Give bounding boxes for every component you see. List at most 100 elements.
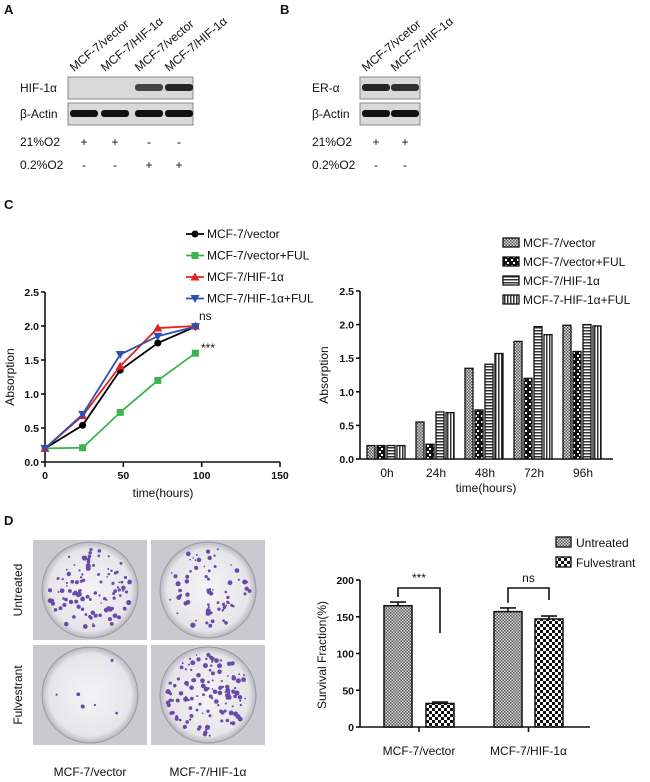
y-tick-label: 0.0	[339, 454, 354, 466]
colony	[79, 576, 83, 579]
colony	[107, 617, 113, 622]
colony	[80, 607, 85, 612]
colony	[200, 683, 206, 689]
data-point	[116, 408, 124, 416]
colony	[189, 685, 194, 691]
colony	[195, 554, 198, 556]
colony	[168, 681, 172, 685]
colony	[102, 596, 107, 601]
colony	[185, 592, 190, 597]
colony	[178, 691, 184, 696]
colony	[208, 588, 212, 591]
colony	[176, 612, 179, 615]
colony	[231, 689, 236, 694]
colony	[187, 663, 190, 666]
colony	[206, 652, 211, 658]
colony	[112, 592, 116, 596]
growth-bar-chart: 0.0 0.5 1.0 1.5 2.0 2.5 0h 24h 48h 72h 96h time(hou…	[317, 236, 631, 495]
colony	[198, 702, 202, 706]
colony	[184, 668, 187, 671]
data-point	[40, 444, 50, 453]
colony	[192, 557, 195, 559]
colony	[225, 604, 228, 607]
colony	[106, 576, 109, 578]
x-tick-label: 50	[117, 470, 129, 482]
colony	[198, 725, 202, 729]
colony	[85, 563, 91, 569]
blot-band	[135, 110, 163, 117]
x-axis-label: time(hours)	[133, 486, 194, 500]
colony	[210, 619, 215, 624]
row-label-untreated: Untreated	[11, 564, 25, 617]
colony	[247, 589, 252, 593]
colony	[213, 565, 217, 569]
colony	[82, 555, 88, 561]
colony	[116, 615, 121, 620]
colony	[184, 695, 187, 698]
colony	[112, 613, 118, 619]
colony	[242, 579, 248, 585]
series-line	[44, 325, 196, 450]
colony	[172, 683, 177, 688]
x-tick-label: 150	[271, 470, 289, 482]
panel-label-c: C	[4, 197, 14, 212]
colony	[187, 698, 190, 702]
colony	[124, 590, 129, 594]
data-point	[79, 444, 87, 452]
colony	[205, 610, 211, 616]
colony	[206, 577, 210, 581]
x-tick-label: 0h	[380, 466, 393, 480]
colony	[196, 657, 201, 662]
bar	[383, 604, 413, 728]
colony	[208, 623, 213, 628]
colony	[190, 622, 196, 628]
y-tick-label: 0	[348, 722, 354, 734]
colony	[82, 624, 88, 629]
colony	[61, 578, 64, 581]
blot-band	[391, 84, 419, 91]
colony	[217, 690, 223, 696]
colony	[229, 721, 233, 725]
colony	[212, 657, 215, 660]
colony	[207, 606, 210, 609]
colony	[241, 677, 246, 683]
colony	[126, 600, 132, 606]
colony	[103, 607, 109, 613]
significance-bracket	[397, 587, 441, 633]
colony	[116, 586, 120, 589]
colony	[93, 613, 98, 618]
x-tick-label: MCF-7/HIF-1α	[490, 744, 567, 758]
colony	[185, 720, 189, 724]
colony	[222, 605, 227, 610]
colony	[204, 724, 211, 730]
colony	[185, 551, 191, 557]
colony	[203, 686, 209, 692]
colony	[50, 601, 56, 606]
legend-label: MCF-7/vector+FUL	[523, 255, 626, 269]
colony	[203, 565, 206, 568]
colony	[56, 577, 60, 581]
colony	[53, 607, 58, 612]
colony	[113, 589, 118, 593]
colony	[202, 732, 207, 737]
colony	[169, 711, 174, 715]
bar	[533, 325, 543, 460]
colony	[58, 606, 63, 611]
data-point	[153, 332, 163, 341]
bar	[464, 367, 474, 460]
series-line	[44, 325, 196, 450]
colony	[235, 678, 241, 684]
panel-label-b: B	[280, 2, 289, 17]
colony	[227, 580, 233, 586]
colony	[122, 589, 125, 592]
colony	[186, 684, 189, 687]
y-tick-label: 2.0	[24, 321, 39, 333]
colony	[208, 668, 212, 672]
colony	[165, 689, 171, 695]
colony	[207, 603, 210, 607]
significance-bracket	[507, 587, 550, 603]
colony	[86, 557, 91, 562]
colony	[194, 619, 197, 622]
colony	[166, 703, 171, 708]
colony	[173, 574, 178, 579]
